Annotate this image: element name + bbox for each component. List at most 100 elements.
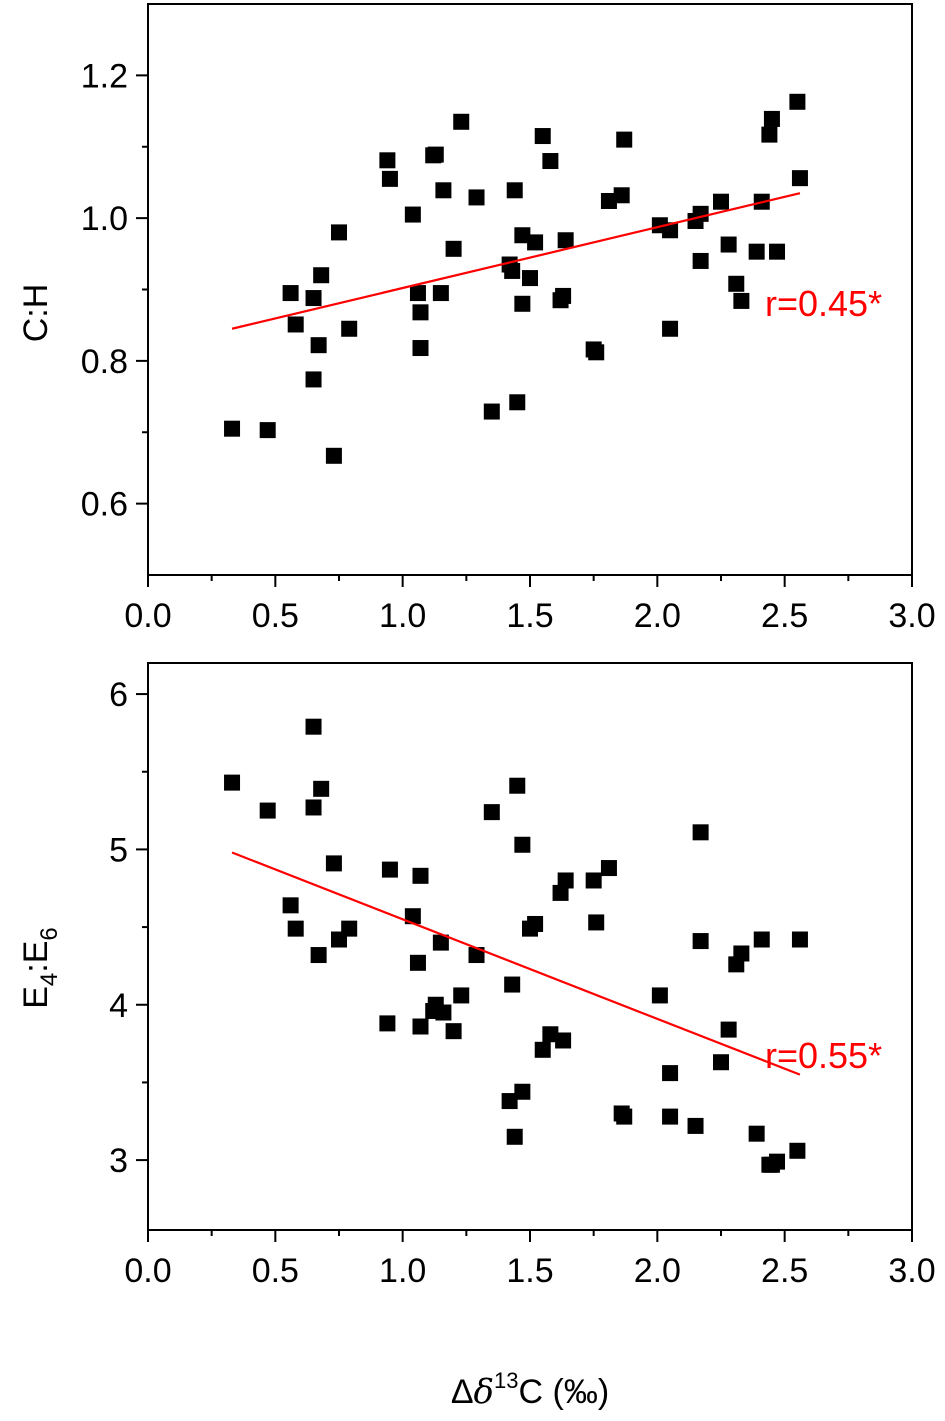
bottom-data-point [509,777,526,794]
top-x-tick-label: 3.0 [888,597,935,635]
top-data-point [379,152,396,169]
bottom-data-point [662,1108,679,1125]
bottom-data-point [552,884,569,901]
bottom-data-point [325,855,342,872]
top-data-point [468,189,485,206]
top-data-point [506,182,523,199]
bottom-fit [231,851,801,1076]
top-data-point [432,285,449,302]
bottom-y-tick-label: 5 [109,831,128,869]
bottom-data-point [692,824,709,841]
bottom-x-ticks: 0.0 0.5 1.0 1.5 2.0 2.5 3.0 [124,1230,936,1290]
top-data-point [692,205,709,222]
bottom-data-point [557,872,574,889]
top-data-point [435,182,452,199]
bottom-data-point [412,1018,429,1035]
top-data-point [331,224,347,241]
top-data-point [514,295,531,312]
bottom-correlation-annotation: r=0.55* [765,1035,882,1076]
bottom-y-tick-label: 4 [109,987,128,1025]
top-data-point [720,236,737,253]
bottom-data-point [432,934,449,951]
top-data-point [412,304,429,321]
bottom-data-point [305,799,322,816]
top-data-point [613,187,630,204]
top-data-point [453,113,470,130]
bottom-data-point [748,1125,765,1142]
bottom-data-point [435,1004,452,1021]
bottom-x-tick-label: 2.0 [634,1252,681,1290]
top-data-point [514,227,531,244]
top-data-point [791,170,808,187]
bottom-y-tick-label: 3 [109,1142,128,1180]
top-x-tick-label: 0.5 [252,597,299,635]
bottom-x-tick-label: 1.5 [506,1252,553,1290]
bottom-data-point [504,976,521,993]
bottom-data-point [453,987,470,1004]
x-label-sup-13: 13 [494,1368,518,1393]
top-data-point [542,153,559,170]
bottom-data-point [769,1153,786,1170]
bottom-data-point [662,1065,679,1082]
y-label-colon-e: :E [17,941,55,973]
top-x-tick-label: 1.5 [506,597,553,635]
bottom-y-tick-label: 6 [109,676,128,714]
bottom-data-point [341,920,358,937]
top-data-point [325,447,342,464]
top-data-point [409,285,426,302]
top-x-tick-label: 0.0 [124,597,171,635]
y-label-sub-6: 6 [36,927,63,940]
top-data-point [733,292,750,309]
top-data-point [313,267,330,284]
top-data-point [341,320,358,337]
top-data-point [404,206,421,223]
top-data-point [287,316,304,333]
top-data-point [504,262,521,279]
top-data-point [662,222,679,239]
bottom-data-point [310,947,327,964]
top-x-tick-label: 2.0 [634,597,681,635]
top-data-point [310,337,327,354]
top-fit [231,192,801,330]
top-data-point [509,394,526,411]
y-label-sub-4: 4 [36,973,63,986]
top-data-point [527,234,544,251]
top-data-point [588,344,605,361]
top-y-tick-label: 0.6 [81,486,128,524]
top-y-tick-label: 1.0 [81,200,128,238]
bottom-regression-line [231,851,801,1076]
top-data-point [445,240,462,257]
x-label-delta-italic: δ [474,1372,494,1412]
top-data-point [555,287,572,304]
bottom-data-point [687,1117,704,1134]
bottom-x-tick-label: 0.5 [252,1252,299,1290]
top-data-point [763,110,780,127]
top-data-point [534,128,551,145]
top-y-axis-label: C:H [17,284,55,343]
top-data-point [557,232,574,249]
top-data-point [761,126,778,143]
bottom-data-point [514,836,531,853]
x-axis-label: Δδ13C (‰) [451,1368,609,1412]
top-data-point [713,193,729,210]
y-label-e4: E [17,986,55,1009]
bottom-data-point [555,1032,572,1049]
top-data-point [381,170,398,187]
bottom-data-point [527,915,544,932]
bottom-data-point [514,1083,531,1100]
bottom-data-point [588,914,605,931]
bottom-data-point [404,908,421,925]
bottom-data-point [600,860,617,877]
bottom-data-point [445,1023,462,1040]
bottom-data-point [483,804,500,821]
bottom-data-point [720,1021,737,1038]
top-x-ticks: 0.0 0.5 1.0 1.5 2.0 2.5 3.0 [124,575,936,635]
top-data-point [616,131,633,148]
top-y-tick-label: 0.8 [81,343,128,381]
bottom-data-point [409,954,426,971]
x-label-delta: Δ [451,1373,474,1411]
bottom-data-point [412,867,429,884]
bottom-x-tick-label: 1.0 [379,1252,426,1290]
